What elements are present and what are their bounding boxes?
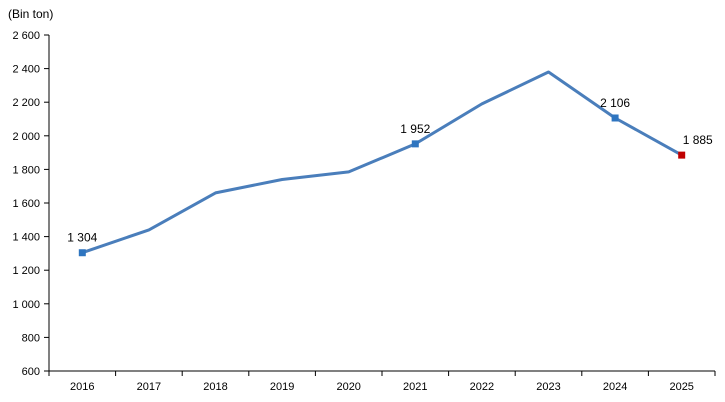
x-tick-label: 2020 [336, 381, 360, 393]
x-tick-label: 2022 [470, 381, 494, 393]
data-marker [611, 114, 619, 122]
x-tick-label: 2024 [603, 381, 627, 393]
data-marker [78, 249, 86, 257]
x-tick-label: 2019 [270, 381, 294, 393]
y-tick-label: 2 000 [12, 131, 40, 143]
data-labels: 1 304 1 952 2 106 1 885 [67, 96, 713, 245]
y-tick-label: 2 600 [12, 30, 40, 42]
x-tick-label: 2023 [536, 381, 560, 393]
y-tick-label: 800 [22, 332, 40, 344]
y-tick-label: 1 400 [12, 232, 40, 244]
data-label: 1 304 [67, 231, 97, 245]
y-tick-label: 600 [22, 366, 40, 378]
y-axis: 600 800 1 000 1 200 1 400 1 600 1 800 2 000 2 20… [12, 30, 50, 378]
data-label: 2 106 [600, 96, 630, 110]
x-axis: 2016 2017 2018 2019 2020 2021 2022 2023 2024 2025 [48, 370, 716, 393]
y-tick-label: 2 400 [12, 64, 40, 76]
y-tick-label: 1 200 [12, 265, 40, 277]
data-marker [411, 140, 419, 148]
y-tick-label: 2 200 [12, 97, 40, 109]
data-label: 1 952 [400, 122, 430, 136]
x-tick-label: 2017 [137, 381, 161, 393]
highlight-marker [678, 151, 686, 159]
x-tick-label: 2016 [70, 381, 94, 393]
series-line [81, 70, 683, 255]
y-tick-label: 1 800 [12, 164, 40, 176]
data-markers [78, 114, 686, 257]
y-tick-label: 1 000 [12, 299, 40, 311]
y-axis-unit-label: (Bin ton) [8, 7, 53, 21]
x-tick-label: 2021 [403, 381, 427, 393]
data-label: 1 885 [683, 133, 713, 147]
x-tick-label: 2018 [203, 381, 227, 393]
x-tick-label: 2025 [669, 381, 693, 393]
y-tick-label: 1 600 [12, 198, 40, 210]
